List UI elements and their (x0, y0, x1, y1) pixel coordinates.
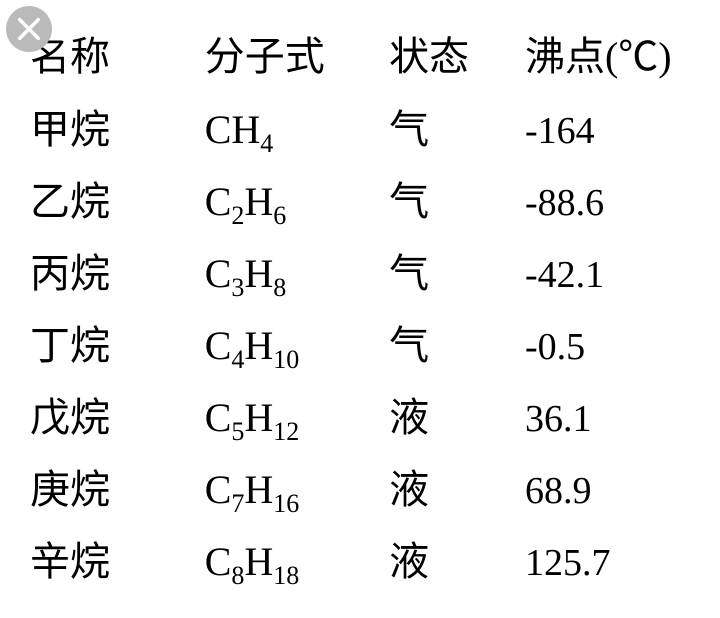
cell-state: 液 (389, 382, 525, 454)
table-row: 丙烷 C3H8 气 -42.1 (30, 238, 690, 310)
col-header-bp: 沸点(℃) (525, 20, 690, 94)
table-row: 乙烷 C2H6 气 -88.6 (30, 166, 690, 238)
cell-name: 庚烷 (30, 454, 205, 526)
cell-name: 甲烷 (30, 94, 205, 166)
col-header-formula: 分子式 (205, 20, 389, 94)
cell-name: 乙烷 (30, 166, 205, 238)
table-row: 甲烷 CH4 气 -164 (30, 94, 690, 166)
table-header-row: 名称 分子式 状态 沸点(℃) (30, 20, 690, 94)
cell-state: 气 (389, 310, 525, 382)
cell-name: 戊烷 (30, 382, 205, 454)
cell-formula: C4H10 (205, 310, 389, 382)
cell-state: 气 (389, 166, 525, 238)
cell-bp: -0.5 (525, 311, 690, 383)
cell-state: 气 (389, 94, 525, 166)
close-icon (15, 15, 43, 43)
cell-formula: C7H16 (205, 454, 389, 526)
table-row: 辛烷 C8H18 液 125.7 (30, 526, 690, 598)
cell-bp: -42.1 (525, 239, 690, 311)
cell-bp: -88.6 (525, 167, 690, 239)
col-header-name: 名称 (30, 20, 205, 94)
cell-bp: -164 (525, 95, 690, 167)
cell-formula: C8H18 (205, 526, 389, 598)
alkane-table: 名称 分子式 状态 沸点(℃) 甲烷 CH4 气 -164 乙烷 C2H6 气 … (0, 0, 720, 618)
cell-bp: 36.1 (525, 383, 690, 455)
cell-formula: C3H8 (205, 238, 389, 310)
close-button[interactable] (6, 6, 52, 52)
table-row: 庚烷 C7H16 液 68.9 (30, 454, 690, 526)
cell-formula: C2H6 (205, 166, 389, 238)
col-header-state: 状态 (389, 20, 525, 94)
cell-state: 液 (389, 526, 525, 598)
table-row: 戊烷 C5H12 液 36.1 (30, 382, 690, 454)
cell-state: 液 (389, 454, 525, 526)
cell-bp: 125.7 (525, 527, 690, 599)
cell-name: 丁烷 (30, 310, 205, 382)
cell-formula: CH4 (205, 94, 389, 166)
table-row: 丁烷 C4H10 气 -0.5 (30, 310, 690, 382)
cell-name: 辛烷 (30, 526, 205, 598)
cell-name: 丙烷 (30, 238, 205, 310)
cell-formula: C5H12 (205, 382, 389, 454)
cell-bp: 68.9 (525, 455, 690, 527)
cell-state: 气 (389, 238, 525, 310)
